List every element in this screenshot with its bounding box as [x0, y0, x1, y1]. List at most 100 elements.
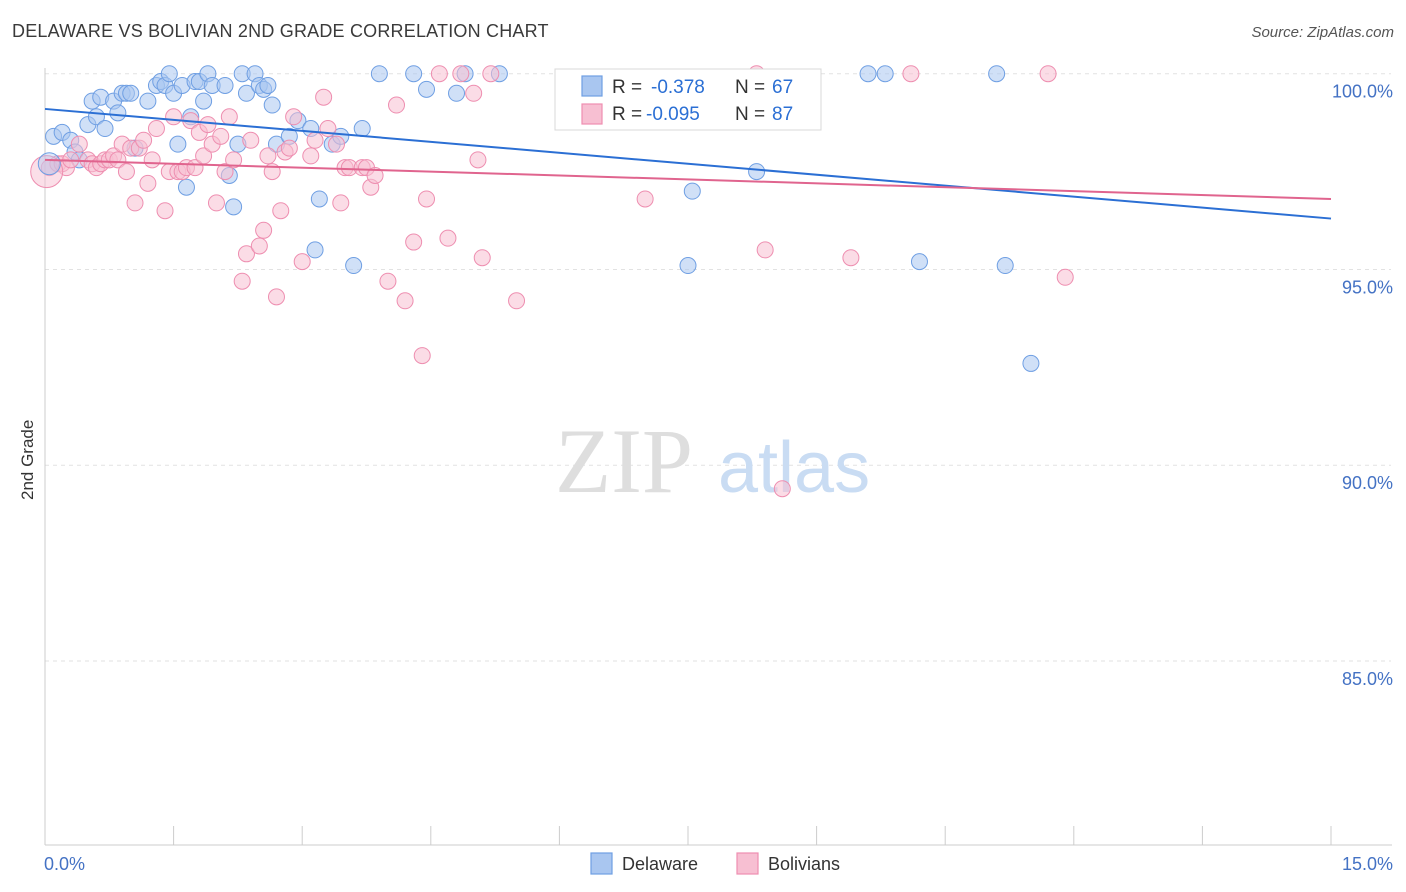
point-bolivians-74 [465, 84, 483, 102]
legend-r-value-2: -0.095 [646, 104, 700, 125]
point-delaware-33 [225, 198, 243, 216]
point-bolivians-57 [327, 135, 345, 153]
legend-n-value-1: 67 [772, 77, 793, 98]
point-delaware-63 [910, 253, 928, 271]
point-delaware-22 [169, 135, 187, 153]
point-delaware-51 [353, 120, 371, 138]
point-bolivians-82 [773, 480, 791, 498]
watermark-atlas: atlas [718, 428, 870, 508]
point-delaware-61 [859, 65, 877, 83]
point-delaware-20 [160, 65, 178, 83]
point-delaware-54 [418, 80, 436, 98]
point-bolivians-71 [430, 65, 448, 83]
point-bolivians-85 [1039, 65, 1057, 83]
point-delaware-50 [345, 257, 363, 275]
x-tick-label-0: 0.0% [44, 854, 85, 874]
point-bolivians-22 [147, 120, 165, 138]
point-bolivians-53 [302, 147, 320, 165]
point-bolivians-83 [842, 249, 860, 267]
point-bolivians-84 [902, 65, 920, 83]
point-bolivians-19 [135, 131, 153, 149]
point-bolivians-20 [139, 174, 157, 192]
point-bolivians-13 [109, 151, 127, 169]
point-bolivians-64 [366, 166, 384, 184]
point-bolivians-58 [332, 194, 350, 212]
point-delaware-52 [370, 65, 388, 83]
point-delaware-9 [96, 120, 114, 138]
point-delaware-24 [177, 178, 195, 196]
point-delaware-11 [109, 104, 127, 122]
point-bolivians-54 [306, 131, 324, 149]
point-bolivians-48 [272, 202, 290, 220]
point-delaware-53 [405, 65, 423, 83]
legend: R = -0.378 N = 67 R = -0.095 N = 87 [554, 68, 822, 131]
point-bolivians-78 [508, 292, 526, 310]
point-bolivians-68 [405, 233, 423, 251]
point-bolivians-72 [439, 229, 457, 247]
point-delaware-58 [679, 257, 697, 275]
bottom-legend-bolivians: Bolivians [768, 854, 840, 874]
point-bolivians-17 [126, 194, 144, 212]
point-bolivians-69 [413, 347, 431, 365]
y-tick-label-1: 95.0% [1342, 277, 1393, 297]
point-delaware-28 [195, 92, 213, 110]
point-bolivians-5 [70, 135, 88, 153]
point-bolivians-51 [285, 108, 303, 126]
point-bolivians-41 [237, 245, 255, 263]
point-delaware-cluster [37, 152, 61, 176]
point-delaware-16 [139, 92, 157, 110]
legend-swatch-bolivians [581, 103, 603, 125]
point-delaware-46 [306, 241, 324, 259]
point-bolivians-76 [473, 249, 491, 267]
point-bolivians-40 [233, 272, 251, 290]
bottom-legend-swatch-bolivians [736, 852, 759, 875]
y-tick-label-2: 90.0% [1342, 473, 1393, 493]
bottom-legend: Delaware Bolivians [590, 852, 840, 875]
point-bolivians-50 [280, 139, 298, 157]
point-delaware-62 [876, 65, 894, 83]
point-delaware-41 [263, 96, 281, 114]
gridlines [45, 73, 1391, 662]
point-bolivians-55 [315, 88, 333, 106]
point-bolivians-47 [267, 288, 285, 306]
point-delaware-65 [996, 257, 1014, 275]
point-bolivians-15 [117, 163, 135, 181]
chart-title: DELAWARE VS BOLIVIAN 2ND GRADE CORRELATI… [12, 21, 549, 41]
point-delaware-59 [683, 182, 701, 200]
watermark: ZIP atlas [555, 410, 870, 512]
point-bolivians-70 [418, 190, 436, 208]
bottom-legend-delaware: Delaware [622, 854, 698, 874]
trend-line-bolivians [44, 158, 1332, 200]
point-bolivians-75 [469, 151, 487, 169]
x-tick-label-1: 15.0% [1342, 854, 1393, 874]
trend-line-delaware [44, 107, 1332, 220]
point-bolivians-21 [143, 151, 161, 169]
point-bolivians-66 [388, 96, 406, 114]
point-bolivians-36 [212, 127, 230, 145]
point-bolivians-35 [207, 194, 225, 212]
watermark-zip: ZIP [555, 410, 693, 512]
point-bolivians-33 [199, 116, 217, 134]
legend-n-label-1: N = [735, 77, 765, 98]
point-delaware-60 [748, 163, 766, 181]
legend-swatch-delaware [581, 75, 603, 97]
point-bolivians-79 [636, 190, 654, 208]
point-delaware-31 [216, 76, 234, 94]
legend-n-value-2: 87 [772, 104, 793, 125]
point-bolivians-81 [756, 241, 774, 259]
point-bolivians-43 [250, 237, 268, 255]
point-bolivians-73 [452, 65, 470, 83]
point-bolivians-25 [165, 108, 183, 126]
trend-lines [44, 107, 1332, 220]
legend-r-label-1: R = [612, 77, 642, 98]
point-delaware-55 [448, 84, 466, 102]
y-tick-label-0: 100.0% [1332, 82, 1393, 102]
data-points [30, 65, 1074, 498]
legend-r-value-1: -0.378 [651, 77, 705, 98]
point-bolivians-52 [293, 253, 311, 271]
legend-n-label-2: N = [735, 104, 765, 125]
point-bolivians-77 [482, 65, 500, 83]
point-bolivians-38 [220, 108, 238, 126]
point-bolivians-23 [156, 202, 174, 220]
